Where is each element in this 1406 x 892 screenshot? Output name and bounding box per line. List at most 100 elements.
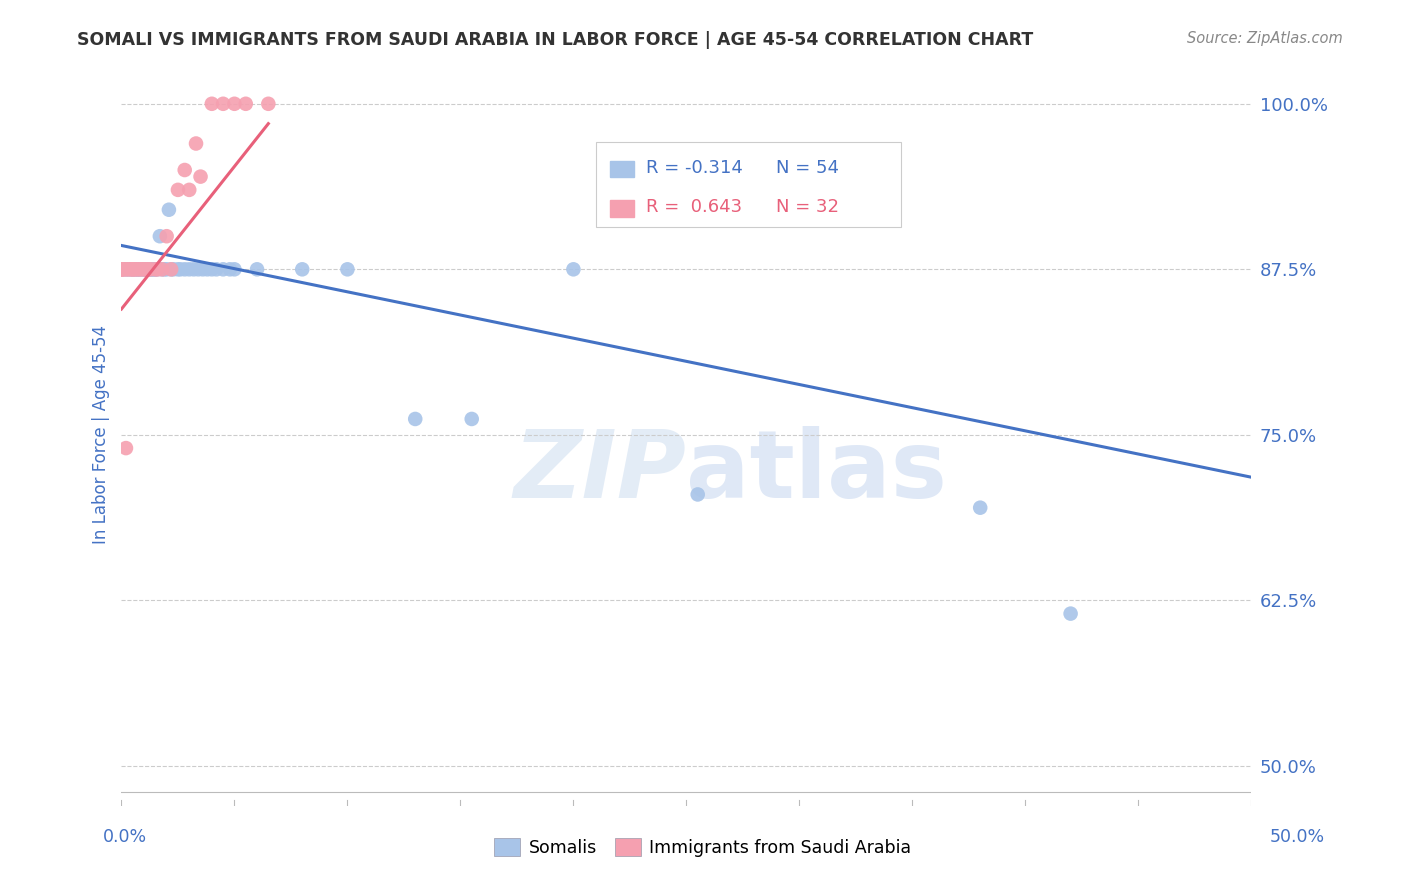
Point [224,96,246,111]
Text: atlas: atlas [686,425,948,518]
Point [179,183,201,197]
Point [128,262,150,277]
Point [160,262,183,277]
Point [142,262,165,277]
Point [139,262,162,277]
Point [184,136,207,151]
Point [124,262,146,277]
Point [131,262,153,277]
Point [132,262,155,277]
Point [224,262,246,277]
Point [112,262,135,277]
Point [187,262,209,277]
Point [120,262,142,277]
Point [117,262,139,277]
Point [191,262,214,277]
FancyBboxPatch shape [610,201,634,217]
FancyBboxPatch shape [610,161,634,178]
Point [112,262,135,277]
Point [120,262,142,277]
FancyBboxPatch shape [596,142,901,227]
Point [150,262,173,277]
Text: ZIP: ZIP [513,425,686,518]
Point [246,262,269,277]
Point [138,262,160,277]
Point [179,262,201,277]
Point [127,262,149,277]
Text: N = 54: N = 54 [776,159,839,177]
Point [291,262,314,277]
Point [121,262,143,277]
Point [173,262,195,277]
Point [146,262,169,277]
Point [135,262,157,277]
Point [150,262,173,277]
Text: 50.0%: 50.0% [1270,828,1324,846]
Point [169,262,191,277]
Point [117,262,139,277]
Point [562,262,585,277]
Point [131,262,153,277]
Point [132,262,155,277]
Point [110,262,132,277]
Point [115,441,138,455]
Point [138,262,160,277]
Point [686,487,709,501]
Point [190,169,212,184]
Text: R =  0.643: R = 0.643 [645,198,742,216]
Y-axis label: In Labor Force | Age 45-54: In Labor Force | Age 45-54 [93,326,110,544]
Point [162,262,184,277]
Point [121,262,143,277]
Point [219,262,242,277]
Point [461,412,484,426]
Point [132,262,155,277]
Point [146,262,169,277]
Point [143,262,166,277]
Point [135,262,157,277]
Legend: Somalis, Immigrants from Saudi Arabia: Somalis, Immigrants from Saudi Arabia [488,831,918,863]
Point [156,262,179,277]
Point [121,262,143,277]
Point [167,183,190,197]
Point [167,262,190,277]
Point [121,262,143,277]
Text: SOMALI VS IMMIGRANTS FROM SAUDI ARABIA IN LABOR FORCE | AGE 45-54 CORRELATION CH: SOMALI VS IMMIGRANTS FROM SAUDI ARABIA I… [77,31,1033,49]
Point [212,262,235,277]
Point [173,163,195,178]
Point [127,262,149,277]
Point [138,262,160,277]
Point [110,262,132,277]
Point [128,262,150,277]
Point [969,500,991,515]
Point [115,262,138,277]
Point [153,262,176,277]
Point [195,262,218,277]
Point [139,262,162,277]
Point [139,262,162,277]
Point [157,202,180,217]
Point [110,262,132,277]
Point [142,262,165,277]
Point [235,96,257,111]
Point [201,262,224,277]
Text: 0.0%: 0.0% [103,828,146,846]
Point [149,229,172,244]
Point [201,96,224,111]
Point [135,262,157,277]
Point [257,96,280,111]
Text: N = 32: N = 32 [776,198,839,216]
Text: R = -0.314: R = -0.314 [645,159,742,177]
Point [404,412,426,426]
Text: Source: ZipAtlas.com: Source: ZipAtlas.com [1187,31,1343,46]
Point [128,262,150,277]
Point [143,262,166,277]
Point [124,262,146,277]
Point [143,262,166,277]
Point [1059,607,1081,621]
Point [336,262,359,277]
Point [205,262,228,277]
Point [110,262,132,277]
Point [156,229,179,244]
Point [160,262,183,277]
Point [212,96,235,111]
